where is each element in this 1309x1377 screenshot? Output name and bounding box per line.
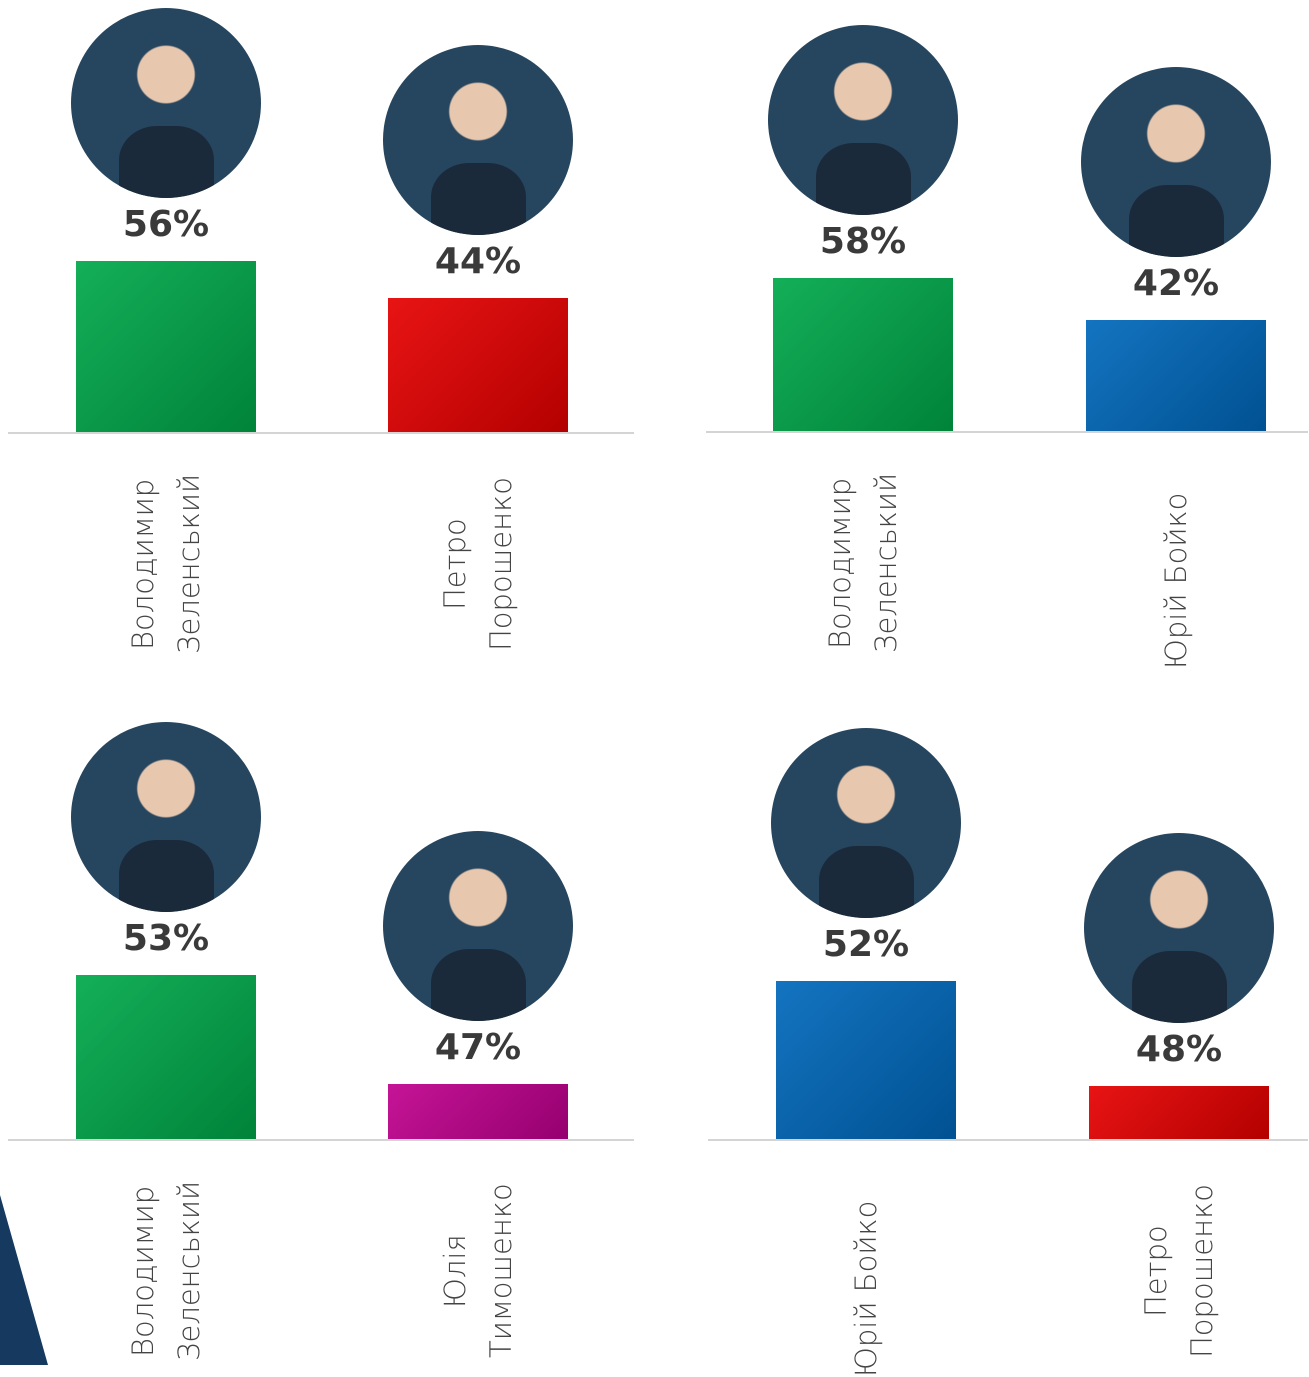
- bar: [388, 1084, 568, 1139]
- value-label: 42%: [1086, 264, 1266, 304]
- axis-line: [8, 432, 634, 434]
- candidate-photo: [771, 728, 961, 918]
- bar: [1089, 1086, 1269, 1139]
- bar: [776, 981, 956, 1139]
- candidate-photo: [768, 25, 958, 215]
- candidate-photo: [383, 831, 573, 1021]
- value-label: 52%: [776, 925, 956, 965]
- candidate-photo: [71, 8, 261, 198]
- candidate-photo: [71, 722, 261, 912]
- bar: [76, 975, 256, 1139]
- axis-line: [706, 431, 1308, 433]
- value-label: 53%: [76, 919, 256, 959]
- category-label: Володимир Зеленський: [116, 458, 216, 670]
- category-label: Юлія Тимошенко: [428, 1165, 528, 1377]
- page: 56% Володимир Зеленський 44% Петро Порошенк…: [0, 0, 1309, 1365]
- category-label: Юрій Бойко: [1126, 457, 1226, 669]
- value-label: 48%: [1089, 1030, 1269, 1070]
- value-label: 47%: [388, 1028, 568, 1068]
- category-label: Юрій Бойко: [816, 1165, 916, 1377]
- bar: [773, 278, 953, 431]
- category-label: Володимир Зеленський: [813, 457, 913, 669]
- axis-line: [708, 1139, 1308, 1141]
- value-label: 56%: [76, 205, 256, 245]
- category-label: Петро Порошенко: [428, 458, 528, 670]
- value-label: 44%: [388, 242, 568, 282]
- candidate-photo: [1081, 67, 1271, 257]
- corner-shape: [0, 1195, 48, 1365]
- bar: [388, 298, 568, 432]
- candidate-photo: [1084, 833, 1274, 1023]
- category-label: Володимир Зеленський: [116, 1165, 216, 1377]
- bar: [76, 261, 256, 432]
- category-label: Петро Порошенко: [1129, 1165, 1229, 1377]
- candidate-photo: [383, 45, 573, 235]
- bar: [1086, 320, 1266, 431]
- axis-line: [8, 1139, 634, 1141]
- value-label: 58%: [773, 222, 953, 262]
